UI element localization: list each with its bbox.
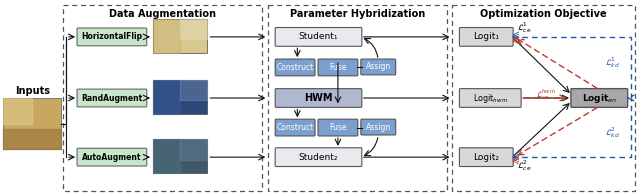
Text: Fuse: Fuse <box>329 123 347 132</box>
FancyBboxPatch shape <box>153 19 207 53</box>
FancyBboxPatch shape <box>153 80 207 114</box>
Text: $\mathcal{L}^2_{ce}$: $\mathcal{L}^2_{ce}$ <box>517 159 532 173</box>
Text: Parameter Hybridization: Parameter Hybridization <box>290 9 426 19</box>
Text: $\mathcal{L}^1_{ce}$: $\mathcal{L}^1_{ce}$ <box>517 21 532 35</box>
Text: RandAugment: RandAugment <box>81 93 143 103</box>
Text: Logit₁: Logit₁ <box>473 32 499 41</box>
Bar <box>63 5 262 191</box>
FancyBboxPatch shape <box>318 59 358 76</box>
FancyBboxPatch shape <box>361 119 396 135</box>
FancyBboxPatch shape <box>77 148 147 166</box>
Text: Assign: Assign <box>365 122 391 132</box>
FancyBboxPatch shape <box>460 27 513 46</box>
Text: Logit$_{hwm}$: Logit$_{hwm}$ <box>473 92 508 104</box>
Text: HorizontalFlip: HorizontalFlip <box>81 32 143 41</box>
Text: $\mathcal{L}^{hwm}_{ce}$: $\mathcal{L}^{hwm}_{ce}$ <box>536 87 556 102</box>
FancyBboxPatch shape <box>275 59 315 76</box>
FancyBboxPatch shape <box>275 119 315 136</box>
FancyBboxPatch shape <box>153 139 207 173</box>
FancyBboxPatch shape <box>318 119 358 136</box>
Text: Logit₂: Logit₂ <box>473 153 499 162</box>
FancyBboxPatch shape <box>275 89 362 107</box>
Text: Inputs: Inputs <box>15 86 50 96</box>
FancyBboxPatch shape <box>460 89 521 107</box>
Text: AutoAugment: AutoAugment <box>82 153 141 162</box>
FancyBboxPatch shape <box>361 59 396 75</box>
FancyBboxPatch shape <box>3 98 61 149</box>
FancyBboxPatch shape <box>571 89 628 107</box>
Text: Fuse: Fuse <box>329 63 347 72</box>
Text: Optimization Objective: Optimization Objective <box>480 9 607 19</box>
Text: $\mathcal{L}^2_{kd}$: $\mathcal{L}^2_{kd}$ <box>605 125 620 140</box>
FancyBboxPatch shape <box>275 27 362 46</box>
Text: Construct: Construct <box>276 123 314 132</box>
Text: Data Augmentation: Data Augmentation <box>109 9 216 19</box>
Text: HWM: HWM <box>304 93 333 103</box>
Bar <box>452 5 635 191</box>
Bar <box>268 5 447 191</box>
Text: $\mathcal{L}^1_{kd}$: $\mathcal{L}^1_{kd}$ <box>605 55 620 70</box>
Text: Construct: Construct <box>276 63 314 72</box>
FancyBboxPatch shape <box>460 148 513 167</box>
Text: Student₁: Student₁ <box>299 32 339 41</box>
Text: Assign: Assign <box>365 63 391 72</box>
Text: Student₂: Student₂ <box>299 153 339 162</box>
FancyBboxPatch shape <box>77 28 147 46</box>
FancyBboxPatch shape <box>275 148 362 167</box>
Text: Logit$_{en}$: Logit$_{en}$ <box>582 92 617 104</box>
FancyBboxPatch shape <box>77 89 147 107</box>
